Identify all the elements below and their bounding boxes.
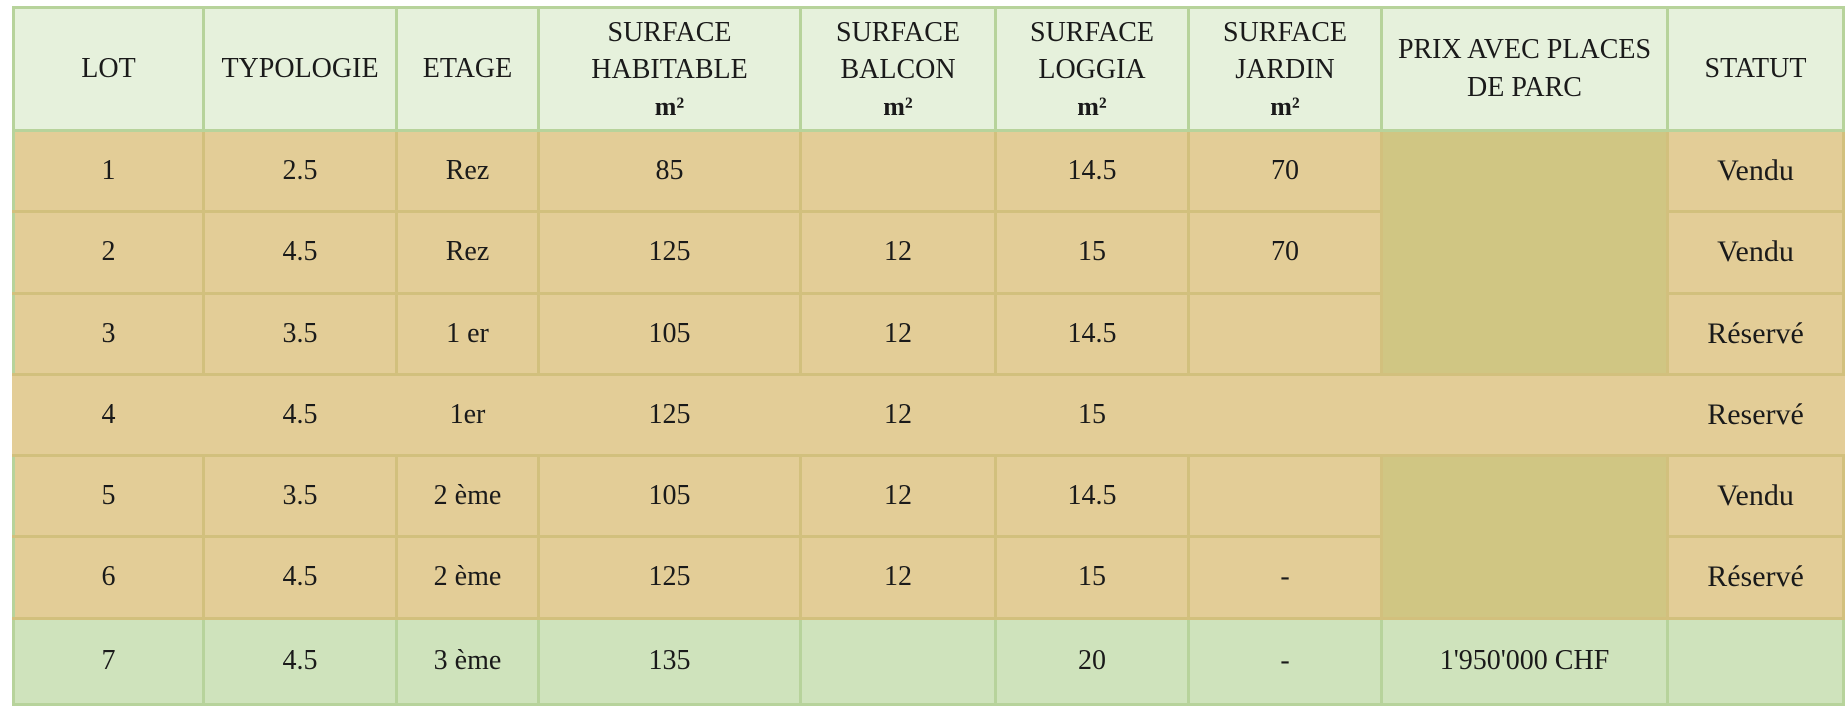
cell-typologie: 3.5 — [202, 291, 398, 376]
cell-statut: Réservé — [1666, 535, 1845, 620]
cell-etage: 2 ème — [395, 535, 540, 620]
cell-lot: 4 — [12, 372, 205, 458]
table-row: 6 4.5 2 ème 125 12 15 - Réservé — [12, 535, 1845, 620]
cell-lot: 6 — [12, 535, 205, 620]
cell-balcon: 12 — [799, 291, 997, 376]
cell-loggia: 15 — [994, 210, 1190, 295]
cell-prix — [1380, 372, 1669, 458]
cell-etage: Rez — [395, 210, 540, 295]
header-typologie: TYPOLOGIE — [202, 6, 398, 132]
unit-label: m² — [1077, 92, 1107, 122]
lots-table: LOT TYPOLOGIE ETAGE SURFACE HABITABLE m² … — [12, 6, 1845, 707]
header-surface-jardin: SURFACE JARDIN m² — [1187, 6, 1383, 132]
table-row: 7 4.5 3 ème 135 20 - 1'950'000 CHF — [12, 616, 1845, 707]
cell-typologie: 4.5 — [202, 616, 398, 707]
cell-statut: Vendu — [1666, 454, 1845, 539]
cell-habitable: 105 — [537, 454, 802, 539]
cell-loggia: 14.5 — [994, 128, 1190, 214]
cell-typologie: 4.5 — [202, 210, 398, 295]
cell-jardin — [1187, 372, 1383, 458]
cell-statut — [1666, 616, 1845, 707]
cell-balcon: 12 — [799, 372, 997, 458]
cell-typologie: 2.5 — [202, 128, 398, 214]
cell-jardin: 70 — [1187, 210, 1383, 295]
header-surface-loggia: SURFACE LOGGIA m² — [994, 6, 1190, 132]
cell-prix: 1'950'000 CHF — [1380, 616, 1669, 707]
unit-label: m² — [654, 92, 685, 122]
cell-balcon — [799, 128, 997, 214]
cell-prix-block — [1380, 129, 1669, 376]
header-surface-balcon: SURFACE BALCON m² — [799, 6, 997, 132]
cell-etage: 1er — [395, 372, 540, 458]
cell-loggia: 15 — [994, 535, 1190, 620]
unit-label: m² — [883, 92, 913, 122]
cell-statut: Reservé — [1666, 372, 1845, 458]
cell-balcon: 12 — [799, 454, 997, 539]
cell-habitable: 125 — [537, 535, 802, 620]
cell-lot: 2 — [12, 210, 205, 295]
cell-lot: 1 — [12, 128, 205, 214]
cell-lot: 5 — [12, 454, 205, 539]
cell-etage: 2 ème — [395, 454, 540, 539]
cell-habitable: 135 — [537, 616, 802, 707]
table-row: 2 4.5 Rez 125 12 15 70 Vendu — [12, 210, 1845, 295]
table-row: 4 4.5 1er 125 12 15 Reservé — [12, 372, 1845, 458]
cell-etage: 3 ème — [395, 616, 540, 707]
cell-habitable: 85 — [537, 128, 802, 214]
cell-typologie: 3.5 — [202, 454, 398, 539]
cell-jardin — [1187, 291, 1383, 376]
cell-loggia: 20 — [994, 616, 1190, 707]
cell-typologie: 4.5 — [202, 535, 398, 620]
header-row: LOT TYPOLOGIE ETAGE SURFACE HABITABLE m² … — [12, 6, 1845, 132]
cell-jardin: - — [1187, 535, 1383, 620]
cell-statut: Vendu — [1666, 128, 1845, 214]
cell-etage: 1 er — [395, 291, 540, 376]
header-surface-habitable: SURFACE HABITABLE m² — [537, 6, 802, 132]
header-etage: ETAGE — [395, 6, 540, 132]
cell-jardin: 70 — [1187, 128, 1383, 214]
cell-lot: 7 — [12, 616, 205, 707]
cell-balcon: 12 — [799, 535, 997, 620]
cell-loggia: 15 — [994, 372, 1190, 458]
cell-balcon — [799, 616, 997, 707]
cell-prix-block — [1380, 454, 1669, 620]
cell-jardin: - — [1187, 616, 1383, 707]
cell-loggia: 14.5 — [994, 291, 1190, 376]
header-lot: LOT — [12, 6, 205, 132]
cell-etage: Rez — [395, 128, 540, 214]
cell-habitable: 105 — [537, 291, 802, 376]
cell-habitable: 125 — [537, 372, 802, 458]
table-row: 5 3.5 2 ème 105 12 14.5 Vendu — [12, 454, 1845, 620]
unit-label: m² — [1270, 92, 1300, 122]
cell-loggia: 14.5 — [994, 454, 1190, 539]
cell-balcon: 12 — [799, 210, 997, 295]
cell-statut: Vendu — [1666, 210, 1845, 295]
table-row: 1 2.5 Rez 85 14.5 70 Vendu — [12, 128, 1845, 376]
cell-jardin — [1187, 454, 1383, 539]
table-row: 3 3.5 1 er 105 12 14.5 Réservé — [12, 291, 1845, 376]
header-statut: STATUT — [1666, 6, 1845, 132]
header-prix: PRIX AVEC PLACES DE PARC — [1380, 6, 1669, 132]
cell-statut: Réservé — [1666, 291, 1845, 376]
cell-habitable: 125 — [537, 210, 802, 295]
lots-table-container: LOT TYPOLOGIE ETAGE SURFACE HABITABLE m² … — [12, 6, 1845, 707]
cell-typologie: 4.5 — [202, 372, 398, 458]
cell-lot: 3 — [12, 291, 205, 376]
